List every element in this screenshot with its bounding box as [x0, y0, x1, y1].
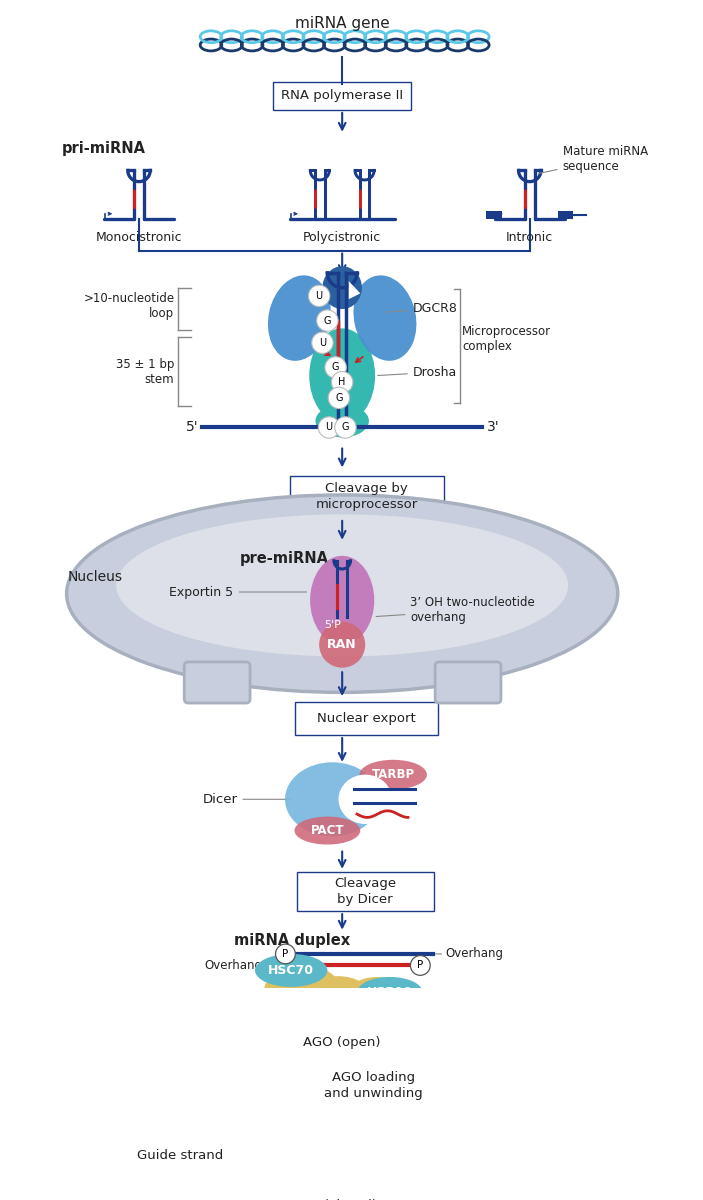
Ellipse shape: [309, 329, 375, 422]
Bar: [486, 211, 502, 220]
Text: G: G: [323, 316, 331, 325]
Ellipse shape: [316, 404, 369, 437]
Text: Nuclear export: Nuclear export: [318, 712, 416, 725]
Text: G: G: [332, 362, 340, 372]
Text: miRNA duplex: miRNA duplex: [233, 932, 349, 948]
Text: Overhang: Overhang: [205, 959, 262, 972]
Text: U: U: [325, 422, 333, 432]
Ellipse shape: [285, 762, 380, 836]
Circle shape: [328, 388, 349, 408]
Ellipse shape: [255, 954, 328, 986]
FancyBboxPatch shape: [435, 662, 501, 703]
Text: >10-nucleotide
loop: >10-nucleotide loop: [83, 292, 174, 319]
Circle shape: [318, 416, 340, 438]
Circle shape: [332, 372, 353, 392]
Ellipse shape: [338, 775, 392, 824]
Text: Drosha: Drosha: [378, 366, 457, 379]
Text: 5'P: 5'P: [324, 620, 341, 630]
Text: Guide strand: Guide strand: [138, 1148, 224, 1162]
Circle shape: [335, 416, 356, 438]
Text: 35 ± 1 bp
stem: 35 ± 1 bp stem: [116, 358, 174, 385]
Text: AGO loading
and unwinding: AGO loading and unwinding: [324, 1072, 423, 1100]
Text: pre-miRNA: pre-miRNA: [240, 551, 329, 566]
Text: Cleavage
by Dicer: Cleavage by Dicer: [334, 877, 396, 906]
Text: U: U: [319, 337, 326, 348]
Text: P: P: [417, 960, 423, 971]
Polygon shape: [349, 281, 360, 299]
Ellipse shape: [359, 760, 427, 790]
Text: G: G: [342, 422, 349, 432]
Circle shape: [316, 310, 338, 331]
Ellipse shape: [310, 556, 374, 644]
Text: 3': 3': [487, 420, 500, 434]
Text: Monocistronic: Monocistronic: [96, 230, 182, 244]
Text: 3’ OH two-nucleotide
overhang: 3’ OH two-nucleotide overhang: [376, 596, 535, 624]
Ellipse shape: [295, 816, 360, 845]
Text: Exportin 5: Exportin 5: [169, 586, 307, 599]
Text: Overhang: Overhang: [446, 948, 504, 960]
Ellipse shape: [268, 275, 331, 361]
Text: G: G: [335, 392, 342, 403]
FancyBboxPatch shape: [273, 82, 411, 110]
Text: Cleavage by
microprocessor: Cleavage by microprocessor: [316, 482, 418, 511]
Text: DGCR8: DGCR8: [386, 302, 458, 316]
Bar: [557, 211, 573, 220]
Ellipse shape: [305, 976, 371, 1018]
Text: Microprocessor
complex: Microprocessor complex: [463, 325, 551, 353]
Ellipse shape: [264, 965, 342, 1020]
FancyBboxPatch shape: [299, 1064, 448, 1106]
Text: U: U: [316, 290, 323, 301]
Text: AGO (open): AGO (open): [304, 1037, 381, 1049]
Circle shape: [276, 944, 295, 964]
Ellipse shape: [67, 494, 618, 692]
Ellipse shape: [344, 977, 410, 1025]
Circle shape: [325, 356, 347, 378]
Ellipse shape: [354, 275, 416, 361]
FancyBboxPatch shape: [297, 871, 434, 911]
Circle shape: [319, 622, 366, 667]
Text: P: P: [283, 949, 288, 959]
Text: HSP90: HSP90: [367, 986, 413, 1000]
Circle shape: [309, 286, 330, 306]
Text: HSC70: HSC70: [268, 964, 314, 977]
Text: PACT: PACT: [311, 824, 344, 838]
Text: TARBP: TARBP: [372, 768, 415, 781]
Text: miRNA gene: miRNA gene: [295, 16, 389, 31]
FancyBboxPatch shape: [184, 662, 250, 703]
Ellipse shape: [276, 1130, 392, 1188]
Text: Nucleus: Nucleus: [67, 570, 122, 584]
Text: Dicer: Dicer: [202, 793, 238, 805]
Ellipse shape: [323, 266, 362, 310]
Text: Intronic: Intronic: [506, 230, 553, 244]
Text: H: H: [339, 377, 346, 388]
Text: RNA polymerase II: RNA polymerase II: [281, 90, 404, 102]
Text: pri-miRNA: pri-miRNA: [62, 142, 146, 156]
Ellipse shape: [116, 515, 568, 656]
Text: Polycistronic: Polycistronic: [303, 230, 381, 244]
FancyBboxPatch shape: [295, 702, 439, 736]
Text: Mature miRNA
sequence: Mature miRNA sequence: [538, 145, 647, 174]
Text: RAN: RAN: [328, 638, 357, 652]
Circle shape: [311, 332, 333, 354]
Ellipse shape: [357, 977, 423, 1008]
FancyBboxPatch shape: [290, 476, 444, 517]
Circle shape: [411, 955, 430, 976]
Text: 5': 5': [186, 420, 199, 434]
Ellipse shape: [377, 1147, 410, 1180]
